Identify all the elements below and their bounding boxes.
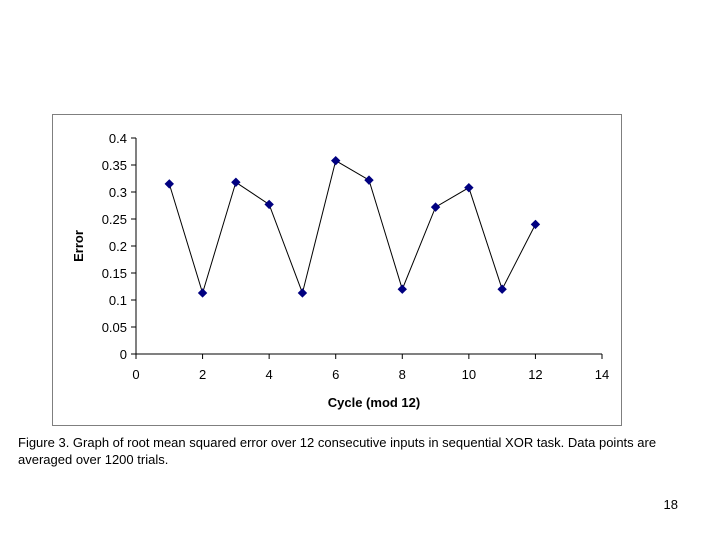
x-tick-label: 14 <box>595 367 609 382</box>
y-tick-label: 0.15 <box>102 266 127 281</box>
x-tick-label: 8 <box>399 367 406 382</box>
y-tick-label: 0.05 <box>102 320 127 335</box>
x-tick-label: 4 <box>266 367 273 382</box>
x-tick-label: 10 <box>462 367 476 382</box>
y-ticks: 0 0.05 0.1 0.15 0.2 0.25 0.3 0.35 0.4 <box>102 131 136 362</box>
x-ticks: 0 2 4 6 8 10 12 14 <box>132 354 609 382</box>
y-tick-label: 0.2 <box>109 239 127 254</box>
y-tick-label: 0 <box>120 347 127 362</box>
series-line <box>168 159 536 295</box>
error-chart: 0 0.05 0.1 0.15 0.2 0.25 0.3 0.35 0.4 0 2 4 6 8 10 12 1… <box>71 131 609 410</box>
series-points <box>164 155 541 298</box>
data-point <box>530 219 541 230</box>
y-tick-label: 0.1 <box>109 293 127 308</box>
x-tick-label: 6 <box>332 367 339 382</box>
x-tick-label: 2 <box>199 367 206 382</box>
y-axis-title: Error <box>71 230 86 262</box>
data-point <box>197 288 208 298</box>
series-lines <box>168 159 536 295</box>
y-tick-label: 0.35 <box>102 158 127 173</box>
y-tick-label: 0.4 <box>109 131 127 146</box>
data-point <box>464 182 474 193</box>
data-point <box>331 155 341 166</box>
x-axis-title: Cycle (mod 12) <box>328 395 420 410</box>
data-point <box>231 177 241 187</box>
data-point <box>264 199 274 210</box>
y-tick-label: 0.25 <box>102 212 127 227</box>
data-point <box>297 288 308 298</box>
figure-caption: Figure 3. Graph of root mean squared err… <box>18 435 657 467</box>
data-point <box>430 202 441 212</box>
x-tick-label: 0 <box>132 367 139 382</box>
y-tick-label: 0.3 <box>109 185 127 200</box>
page-number: 18 <box>663 497 678 512</box>
x-tick-label: 12 <box>528 367 542 382</box>
data-point <box>364 175 374 185</box>
data-point <box>497 284 507 294</box>
data-point <box>164 179 174 189</box>
data-point <box>397 284 407 294</box>
chart-frame: 0 0.05 0.1 0.15 0.2 0.25 0.3 0.35 0.4 0 2 4 6 8 10 12 1… <box>52 114 622 426</box>
